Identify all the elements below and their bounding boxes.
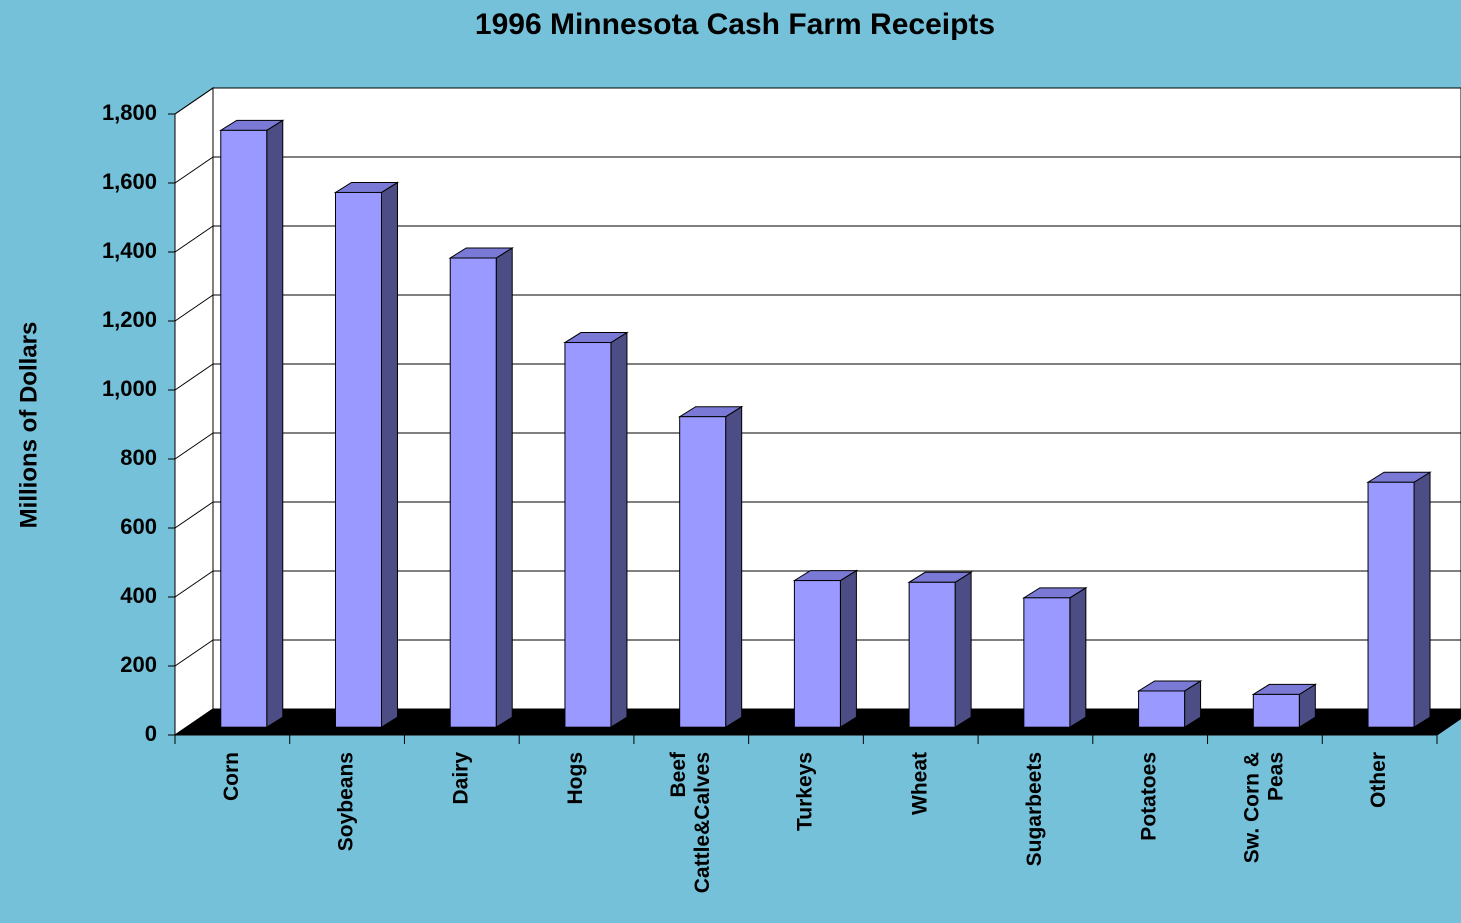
x-tick-label: Soybeans (335, 752, 358, 851)
grid-line (174, 501, 214, 529)
grid-line (174, 363, 214, 391)
y-tick-label: 1,000 (102, 376, 157, 401)
bar (793, 580, 841, 728)
x-tick-label: Hogs (564, 752, 587, 805)
y-tick-label: 600 (120, 514, 157, 539)
grid-line (174, 570, 214, 598)
x-tick-label: Corn (220, 752, 243, 801)
bar (908, 581, 956, 728)
bar (334, 191, 382, 728)
y-tick-label: 1,400 (102, 238, 157, 263)
bar-side (954, 571, 972, 729)
x-tick-label: Potatoes (1138, 752, 1161, 841)
grid-line (174, 432, 214, 460)
y-tick-label: 800 (120, 445, 157, 470)
bar (1252, 693, 1300, 728)
x-tick-label: Sw. Corn & (1240, 752, 1263, 863)
x-tick-label: Wheat (908, 752, 931, 815)
bar-side (839, 569, 857, 729)
bar-side (1413, 471, 1431, 729)
x-tick-label: Turkeys (794, 752, 817, 831)
y-tick-label: 1,200 (102, 307, 157, 332)
x-tick-label: Other (1367, 752, 1390, 808)
grid-line (174, 156, 214, 184)
y-tick-label: 200 (120, 652, 157, 677)
grid-line (174, 225, 214, 253)
bar (1367, 481, 1415, 728)
bar-side (610, 331, 628, 729)
bar (1023, 597, 1071, 728)
grid-line (174, 639, 214, 667)
bar-side (725, 405, 743, 729)
y-tick-label: 400 (120, 583, 157, 608)
bar (679, 416, 727, 728)
bar (1138, 690, 1186, 728)
y-tick-label: 1,600 (102, 169, 157, 194)
x-tick-label: Cattle&Calves (691, 752, 714, 893)
chart-title: 1996 Minnesota Cash Farm Receipts (475, 8, 995, 41)
bar (220, 129, 268, 728)
x-tick-label: Dairy (449, 752, 472, 805)
grid-line (174, 87, 214, 115)
bar (449, 257, 497, 728)
side-wall (174, 87, 214, 736)
grid-line (174, 294, 214, 322)
x-tick-label: Peas (1264, 752, 1287, 801)
bar (564, 342, 612, 728)
bar-side (495, 247, 513, 729)
bar-side (380, 181, 398, 729)
bar-side (266, 119, 284, 729)
x-tick-label: Sugarbeets (1023, 752, 1046, 866)
x-tick-label: Beef (667, 751, 690, 798)
y-tick-label: 0 (145, 721, 157, 746)
bar-side (1069, 586, 1087, 729)
y-axis-label: Millions of Dollars (15, 322, 42, 529)
y-tick-label: 1,800 (102, 100, 157, 125)
